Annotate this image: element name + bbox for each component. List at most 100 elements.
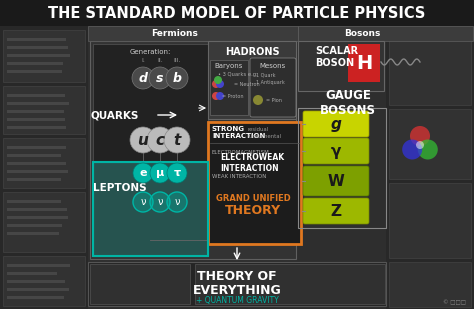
Text: ν: ν [140, 197, 146, 207]
Bar [348, 44, 380, 82]
Bar [7, 170, 61, 172]
Bar [93, 162, 208, 256]
Circle shape [216, 92, 224, 100]
Circle shape [167, 192, 187, 212]
Text: + QUANTUM GRAVITY: + QUANTUM GRAVITY [196, 295, 278, 304]
Text: μ: μ [156, 168, 164, 178]
Bar [389, 183, 471, 258]
Text: = Pion: = Pion [266, 98, 282, 103]
Circle shape [132, 67, 154, 89]
Text: WEAK INTERACTION: WEAK INTERACTION [212, 173, 266, 179]
Text: b: b [173, 71, 182, 84]
Bar [0, 0, 474, 26]
Bar [386, 26, 474, 309]
Circle shape [147, 127, 173, 153]
Bar [0, 26, 88, 309]
Bar [7, 208, 58, 210]
Bar [7, 178, 59, 180]
Bar [93, 162, 208, 256]
Circle shape [130, 127, 156, 153]
Circle shape [216, 80, 224, 88]
Circle shape [149, 67, 171, 89]
Text: t: t [173, 133, 181, 147]
Text: Baryons: Baryons [215, 63, 243, 69]
Text: III.: III. [173, 57, 181, 62]
Bar [7, 200, 60, 202]
Bar [195, 264, 385, 304]
Text: Mesons: Mesons [260, 63, 286, 69]
FancyBboxPatch shape [303, 138, 369, 164]
Text: I.: I. [141, 57, 145, 62]
Text: Bosons: Bosons [344, 29, 380, 38]
Text: SCALAR
BOSON: SCALAR BOSON [315, 46, 358, 68]
Circle shape [133, 192, 153, 212]
Text: = Neutron: = Neutron [234, 82, 260, 87]
Circle shape [133, 163, 153, 183]
Bar [7, 296, 61, 298]
Bar [298, 41, 384, 91]
Bar [88, 26, 298, 41]
Circle shape [214, 76, 222, 84]
Bar [7, 62, 68, 65]
Bar [7, 118, 58, 121]
Text: Z: Z [330, 204, 341, 218]
Text: ELECTROWEAK
INTERACTION: ELECTROWEAK INTERACTION [220, 153, 284, 173]
Circle shape [253, 95, 263, 105]
Bar [90, 41, 296, 259]
Text: HADRONS: HADRONS [225, 47, 279, 57]
FancyBboxPatch shape [250, 58, 296, 117]
Text: d: d [138, 71, 147, 84]
Text: THE STANDARD MODEL OF PARTICLE PHYSICS: THE STANDARD MODEL OF PARTICLE PHYSICS [48, 6, 426, 20]
Text: 1 Quark: 1 Quark [256, 73, 275, 78]
Text: THEORY: THEORY [225, 204, 281, 217]
Bar [90, 264, 190, 304]
Bar [389, 30, 471, 105]
Text: ELECTROMAGNETISM: ELECTROMAGNETISM [212, 150, 270, 154]
Bar [7, 38, 71, 40]
Bar [7, 110, 58, 112]
Circle shape [150, 192, 170, 212]
Bar [93, 44, 208, 162]
Bar [3, 30, 85, 82]
Text: c: c [155, 133, 164, 147]
Text: ν: ν [157, 197, 163, 207]
Bar [298, 26, 473, 41]
Text: LEPTONS: LEPTONS [93, 183, 147, 193]
Circle shape [416, 141, 424, 149]
Bar [7, 162, 62, 164]
Text: Fermions: Fermions [152, 29, 199, 38]
Bar [3, 86, 85, 134]
Text: residual: residual [248, 126, 269, 132]
Bar [298, 108, 386, 228]
Bar [210, 60, 248, 115]
Bar [7, 232, 59, 235]
Bar [7, 94, 59, 96]
Text: fundamental: fundamental [248, 133, 282, 138]
Circle shape [150, 163, 170, 183]
Bar [7, 154, 59, 156]
Circle shape [166, 67, 188, 89]
Text: γ: γ [331, 143, 341, 159]
Bar [3, 192, 85, 252]
Text: 1 Antiquark: 1 Antiquark [256, 79, 285, 84]
Text: Generation:: Generation: [130, 49, 172, 55]
Text: STRONG
INTERACTION: STRONG INTERACTION [212, 125, 265, 138]
Circle shape [402, 139, 422, 159]
Bar [208, 122, 301, 244]
Text: EVERYTHING: EVERYTHING [192, 283, 282, 297]
Bar [7, 288, 68, 290]
Bar [7, 146, 61, 149]
Bar [7, 280, 66, 282]
Text: QUARKS: QUARKS [91, 110, 139, 120]
Text: • 3 Quarks e.g.: • 3 Quarks e.g. [218, 71, 258, 77]
Bar [7, 102, 59, 104]
Bar [3, 138, 85, 188]
Bar [389, 109, 471, 179]
Text: THEORY OF: THEORY OF [197, 270, 277, 283]
Text: ν: ν [174, 197, 180, 207]
Text: GRAND UNIFIED: GRAND UNIFIED [216, 193, 291, 202]
Text: H: H [356, 53, 372, 73]
Bar [7, 224, 64, 226]
Bar [3, 256, 85, 306]
Text: II.: II. [157, 57, 163, 62]
